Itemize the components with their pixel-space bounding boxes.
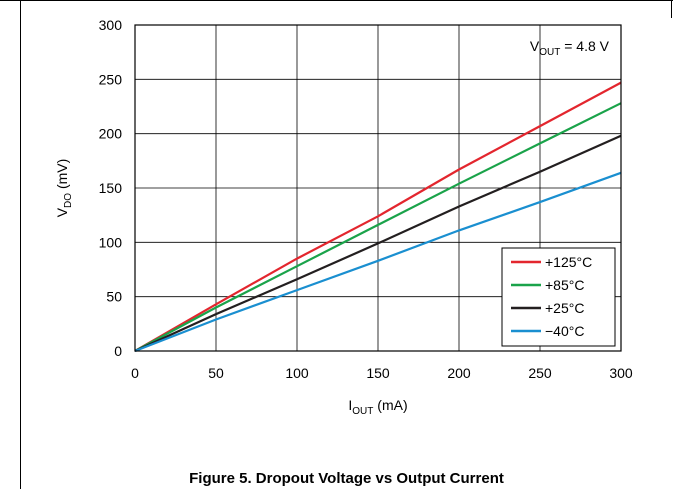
legend-label-2: +25°C: [545, 300, 584, 316]
vout-annotation-main: V: [530, 38, 540, 54]
y-tick-label: 250: [99, 71, 123, 87]
series-line-3: [134, 171, 622, 353]
x-tick-label: 50: [208, 365, 224, 381]
legend-label-0: +125°C: [545, 254, 592, 270]
series-line-0: [134, 81, 622, 352]
page-frame-left: [20, 0, 21, 489]
x-tick-label: 300: [609, 365, 633, 381]
x-axis-label: IOUT (mA): [348, 397, 407, 417]
x-tick-label: 100: [285, 365, 309, 381]
y-tick-label: 50: [106, 289, 122, 305]
page-frame-right: [671, 0, 672, 18]
y-axis-label-main: V: [54, 207, 70, 217]
legend-label-1: +85°C: [545, 277, 584, 293]
y-tick-label: 150: [99, 180, 123, 196]
y-axis-label: VDO (mV): [54, 159, 74, 218]
plot-area-border: [134, 24, 622, 352]
vout-annotation-rest: = 4.8 V: [560, 38, 609, 54]
vout-annotation: VOUT = 4.8 V: [530, 38, 610, 58]
x-tick-label: 200: [447, 365, 471, 381]
x-axis-label-main: I: [348, 397, 352, 413]
x-tick-label: 0: [131, 365, 139, 381]
legend-box: [501, 247, 616, 347]
y-axis-label-sub: DO: [63, 193, 74, 208]
grid: [134, 24, 622, 352]
x-axis-label-unit: (mA): [373, 397, 407, 413]
y-tick-label: 100: [99, 234, 123, 250]
y-tick-label: 0: [114, 343, 122, 359]
series-line-1: [134, 102, 622, 352]
y-tick-label: 300: [99, 17, 123, 33]
y-tick-label: 200: [99, 126, 123, 142]
page-frame-top: [0, 0, 673, 1]
series-lines: [134, 81, 622, 353]
figure-caption: Figure 5. Dropout Voltage vs Output Curr…: [189, 470, 504, 487]
legend: +125°C +85°C +25°C −40°C: [501, 247, 616, 347]
series-line-2: [134, 134, 622, 353]
vout-annotation-sub: OUT: [539, 47, 560, 58]
x-tick-label: 250: [528, 365, 552, 381]
y-axis-label-unit: (mV): [54, 159, 70, 193]
legend-label-3: −40°C: [545, 323, 584, 339]
x-tick-label: 150: [366, 365, 390, 381]
x-axis-label-sub: OUT: [352, 406, 373, 417]
tick-labels: 0 50 100 150 200 250 300 0 50 100 150 200 250 300: [99, 17, 633, 381]
